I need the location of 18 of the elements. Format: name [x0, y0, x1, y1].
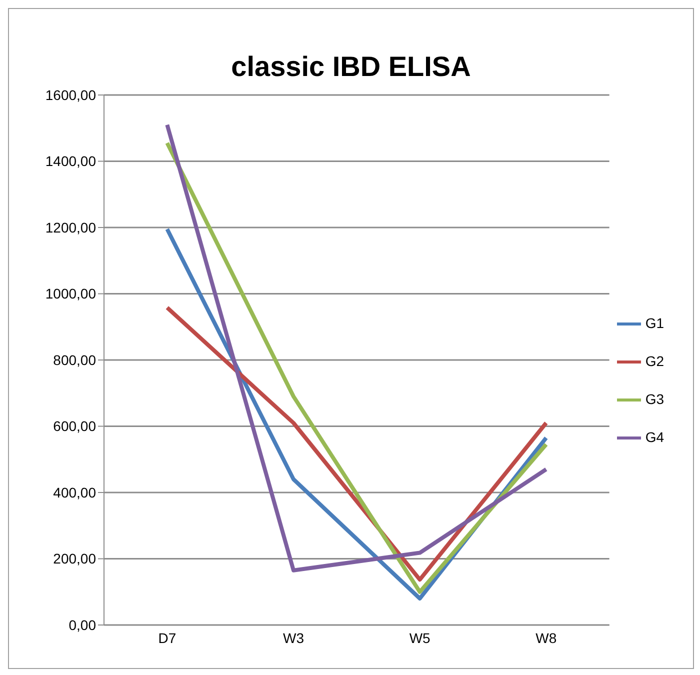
y-tick-label: 1600,00	[45, 86, 96, 103]
y-tick-label: 600,00	[53, 418, 96, 434]
y-tick-label: 200,00	[53, 550, 96, 567]
x-tick-label: W3	[282, 630, 304, 646]
x-tick-label: W5	[409, 630, 431, 646]
y-tick-label: 1000,00	[45, 286, 96, 302]
x-tick-label: W8	[536, 630, 557, 646]
y-tick-label: 400,00	[53, 484, 96, 500]
x-tick-label: D7	[158, 630, 176, 646]
chart-title: classic IBD ELISA	[230, 50, 472, 84]
legend-label: G1	[645, 315, 664, 331]
legend-label: G2	[645, 353, 664, 369]
legend-label: G3	[645, 391, 664, 407]
y-tick-label: 0,00	[68, 616, 96, 633]
legend-label: G4	[645, 429, 664, 445]
y-tick-label: 1200,00	[45, 219, 96, 236]
y-tick-label: 800,00	[53, 352, 96, 368]
y-tick-label: 1400,00	[45, 153, 96, 170]
